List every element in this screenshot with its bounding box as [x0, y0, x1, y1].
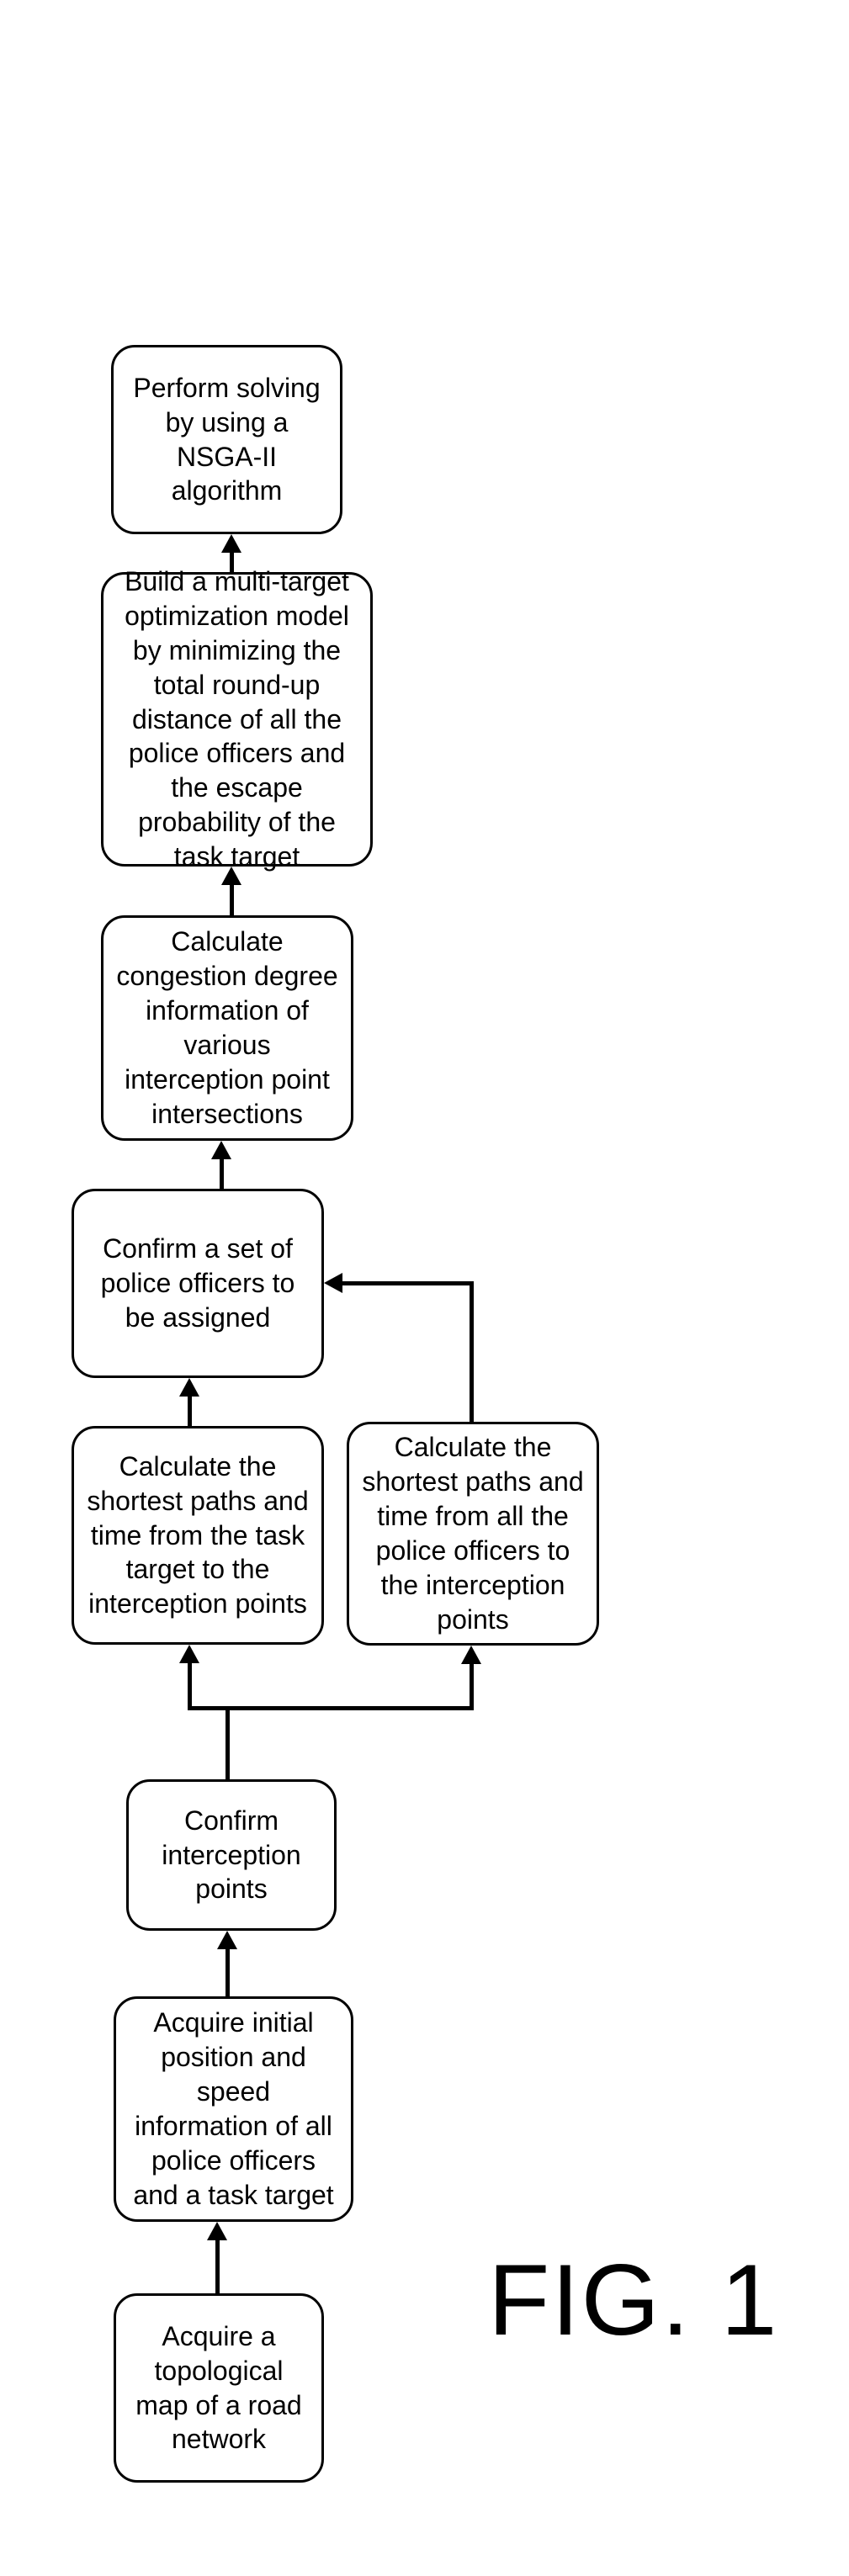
node-label: Perform solving by using a NSGA-II algor…: [125, 371, 328, 509]
flowchart-node-calc-officer-paths: Calculate the shortest paths and time fr…: [347, 1422, 599, 1646]
flowchart-node-build-model: Build a multi-target optimization model …: [101, 572, 373, 867]
flow-arrow: [226, 1949, 230, 1996]
flow-arrow: [220, 1159, 224, 1189]
flowchart-node-acquire-position: Acquire initial position and speed infor…: [114, 1996, 353, 2222]
flow-arrow: [188, 1706, 474, 1710]
node-label: Calculate the shortest paths and time fr…: [86, 1450, 310, 1622]
flow-arrow: [188, 1663, 192, 1709]
arrow-head-icon: [461, 1646, 481, 1664]
arrow-head-icon: [217, 1931, 237, 1949]
flowchart-node-confirm-officers: Confirm a set of police officers to be a…: [72, 1189, 324, 1378]
node-label: Calculate the shortest paths and time fr…: [361, 1430, 585, 1637]
flowchart-node-calc-congestion: Calculate congestion degree information …: [101, 915, 353, 1141]
flow-arrow: [470, 1281, 474, 1422]
node-label: Acquire initial position and speed infor…: [128, 2006, 339, 2213]
flowchart-node-solve-nsga: Perform solving by using a NSGA-II algor…: [111, 345, 342, 534]
node-label: Calculate congestion degree information …: [115, 925, 339, 1132]
arrow-head-icon: [179, 1645, 199, 1663]
figure-label: FIG. 1: [488, 2242, 778, 2358]
flow-arrow: [470, 1664, 474, 1709]
arrow-head-icon: [221, 867, 241, 885]
flowchart-node-acquire-map: Acquire a topological map of a road netw…: [114, 2293, 324, 2483]
arrow-head-icon: [211, 1141, 231, 1159]
flow-arrow: [230, 885, 234, 915]
node-label: Acquire a topological map of a road netw…: [128, 2319, 310, 2457]
flow-arrow: [342, 1281, 474, 1285]
node-label: Confirm a set of police officers to be a…: [86, 1232, 310, 1335]
arrow-head-icon: [179, 1378, 199, 1397]
arrow-head-icon: [221, 534, 241, 553]
node-label: Confirm interception points: [141, 1804, 322, 1907]
flow-arrow: [230, 553, 234, 572]
arrow-head-icon: [207, 2222, 227, 2240]
flowchart-node-confirm-interception: Confirm interception points: [126, 1779, 337, 1931]
flow-arrow: [226, 1708, 230, 1779]
flowchart-node-calc-target-paths: Calculate the shortest paths and time fr…: [72, 1426, 324, 1645]
flow-arrow: [188, 1397, 192, 1426]
arrow-head-icon: [324, 1273, 342, 1293]
node-label: Build a multi-target optimization model …: [115, 564, 358, 875]
flow-arrow: [215, 2240, 220, 2293]
figure-label-text: FIG. 1: [488, 2244, 778, 2356]
